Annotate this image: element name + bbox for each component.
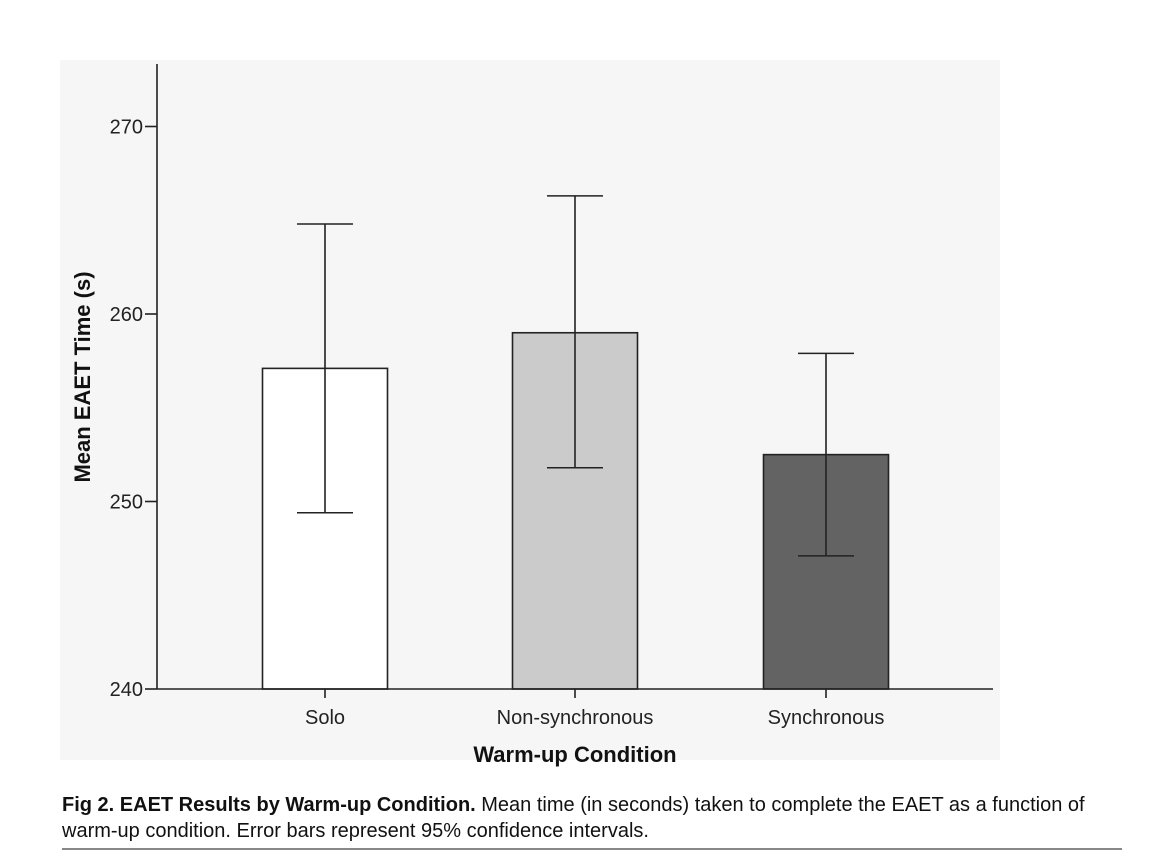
x-ticks-group: Solo Non-synchronous Synchronous [305, 689, 884, 729]
bar-chart: 240 250 260 270 Solo Non-synchronous Synchron… [70, 64, 993, 767]
caption-label: Fig 2. EAET Results by Warm-up Condition… [62, 794, 476, 816]
y-tick-label: 270 [110, 117, 143, 139]
y-axis-title: Mean EAET Time (s) [70, 271, 95, 482]
x-tick-label: Synchronous [768, 707, 885, 729]
x-axis-title: Warm-up Condition [473, 742, 676, 767]
y-tick-label: 260 [110, 304, 143, 326]
y-tick-label: 250 [110, 492, 143, 514]
y-ticks-group: 240 250 260 270 [110, 117, 157, 701]
y-tick-label: 240 [110, 679, 143, 701]
x-tick-label: Non-synchronous [497, 707, 654, 729]
error-bars-group [297, 195, 854, 557]
figure-caption: Fig 2. EAET Results by Warm-up Condition… [62, 792, 1112, 844]
x-tick-label: Solo [305, 707, 345, 729]
caption-text: Mean time (in seconds) taken to complete… [62, 794, 1085, 842]
caption-divider [62, 848, 1122, 850]
